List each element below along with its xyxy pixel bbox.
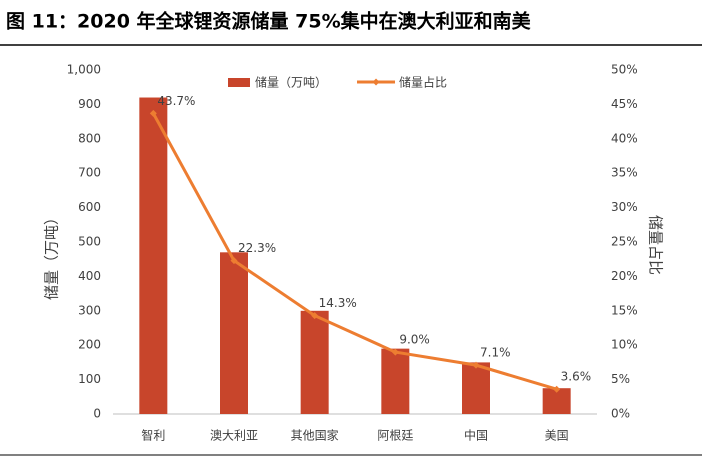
tick-label: 0% xyxy=(611,407,630,421)
y-axis-title: 储量（万吨） xyxy=(43,210,61,300)
tick-label: 1,000 xyxy=(67,63,101,77)
marker xyxy=(472,361,480,369)
tick-label: 50% xyxy=(611,63,638,77)
tick-label: 800 xyxy=(78,131,101,145)
bar xyxy=(381,348,410,414)
tick-label: 15% xyxy=(611,303,638,317)
marker xyxy=(553,385,561,393)
marker xyxy=(230,257,238,265)
x-tick-label: 智利 xyxy=(141,428,165,443)
tick-label: 300 xyxy=(78,303,101,317)
x-tick-label: 阿根廷 xyxy=(377,429,413,443)
value-label: 14.3% xyxy=(319,296,357,310)
line xyxy=(152,112,558,391)
marker xyxy=(391,348,399,356)
tick-label: 30% xyxy=(611,200,638,214)
tick-label: 900 xyxy=(78,97,101,111)
tick-label: 10% xyxy=(611,338,638,352)
y2-axis-title: 储量占比 xyxy=(647,215,665,275)
tick-label: 600 xyxy=(78,200,101,214)
tick-label: 200 xyxy=(78,338,101,352)
tick-label: 45% xyxy=(611,97,638,111)
value-label: 7.1% xyxy=(480,346,511,360)
value-label: 22.3% xyxy=(238,241,276,255)
legend-marker xyxy=(372,78,380,86)
value-label: 3.6% xyxy=(561,370,592,384)
bar xyxy=(462,362,490,414)
tick-label: 5% xyxy=(611,372,630,386)
value-label: 9.0% xyxy=(399,333,430,347)
x-tick-label: 澳大利亚 xyxy=(210,429,258,443)
tick-label: 500 xyxy=(78,235,101,249)
tick-label: 40% xyxy=(611,131,638,145)
tick-label: 100 xyxy=(78,372,101,386)
bar xyxy=(139,97,168,415)
x-tick-label: 其他国家 xyxy=(291,428,339,443)
tick-label: 400 xyxy=(78,269,101,283)
legend-label: 储量（万吨） xyxy=(255,75,327,90)
marker xyxy=(311,312,319,320)
bar xyxy=(300,310,329,414)
x-tick-label: 中国 xyxy=(464,428,488,443)
chart-title: 图 11：2020 年全球锂资源储量 75%集中在澳大利亚和南美 xyxy=(6,10,532,33)
tick-label: 35% xyxy=(611,166,638,180)
legend-label: 储量占比 xyxy=(399,75,447,90)
marker xyxy=(149,109,157,117)
tick-label: 0 xyxy=(93,407,101,421)
tick-label: 25% xyxy=(611,235,638,249)
tick-label: 700 xyxy=(78,166,101,180)
x-tick-label: 美国 xyxy=(545,429,569,443)
legend-swatch xyxy=(228,78,250,87)
tick-label: 20% xyxy=(611,269,638,283)
value-label: 43.7% xyxy=(157,94,195,108)
bar xyxy=(220,252,248,414)
